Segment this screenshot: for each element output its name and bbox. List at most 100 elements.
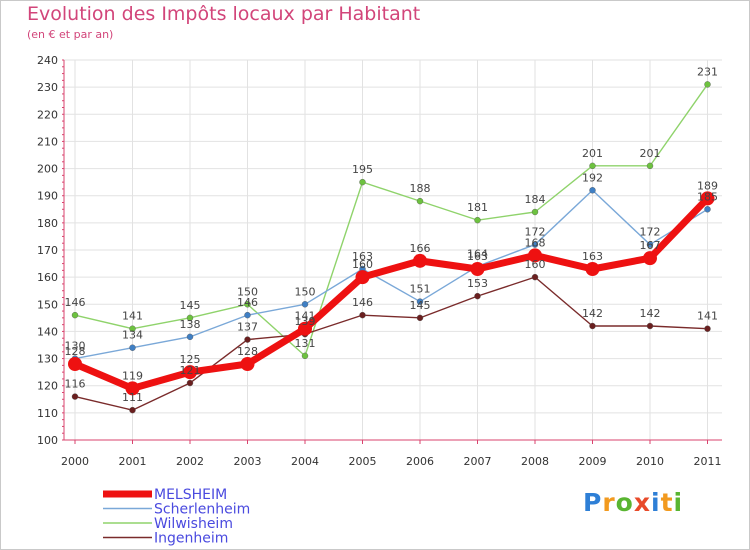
data-point-melsheim [125,381,140,396]
data-point-melsheim [240,357,255,371]
logo-letter: t [660,488,674,517]
data-point-wilwisheim [474,216,481,224]
legend-label-wilwisheim: Wilwisheim [154,516,233,532]
x-tick-label: 2006 [406,455,434,468]
data-label-scherlenheim: 192 [582,171,603,184]
data-label-ingenheim: 142 [582,307,603,320]
y-tick-label: 130 [37,353,58,366]
data-point-ingenheim [416,314,424,322]
data-label-melsheim: 141 [295,310,316,323]
x-tick-label: 2007 [464,455,492,468]
data-label-scherlenheim: 146 [237,296,258,309]
logo-letter: x [633,488,651,517]
logo-letter: o [615,488,634,517]
chart-subtitle: (en € et par an) [27,28,114,41]
data-point-wilwisheim [359,178,366,186]
data-label-melsheim: 160 [352,258,373,271]
data-label-scherlenheim: 134 [122,329,143,342]
y-tick-label: 230 [37,81,58,94]
data-label-melsheim: 163 [467,250,488,263]
data-label-scherlenheim: 150 [295,285,316,298]
data-label-ingenheim: 139 [295,315,316,328]
data-label-wilwisheim: 131 [295,337,316,350]
data-label-melsheim: 125 [180,353,201,366]
data-label-scherlenheim: 164 [467,247,488,260]
data-point-ingenheim [474,292,481,300]
x-tick-label: 2004 [291,455,319,468]
legend-label-melsheim: MELSHEIM [154,487,227,503]
data-point-melsheim [68,357,82,371]
data-point-ingenheim [129,406,136,414]
series-line-scherlenheim [74,189,709,360]
x-tick-label: 2001 [119,455,147,468]
data-label-melsheim: 189 [697,179,718,192]
data-label-wilwisheim: 188 [410,182,431,195]
data-label-wilwisheim: 201 [582,147,603,160]
data-point-wilwisheim [129,325,136,332]
data-label-ingenheim: 160 [525,258,546,271]
data-label-scherlenheim: 130 [65,340,86,353]
chart-title: Evolution des Impôts locaux par Habitant [27,3,421,25]
y-tick-label: 180 [37,217,58,230]
data-label-scherlenheim: 151 [410,283,431,296]
data-label-melsheim: 166 [410,242,431,255]
data-label-scherlenheim: 138 [180,318,201,331]
data-point-wilwisheim [244,301,251,308]
data-label-ingenheim: 141 [697,310,718,323]
data-point-scherlenheim [704,206,711,213]
y-tick-label: 110 [37,407,58,420]
data-point-melsheim [528,248,542,263]
data-point-melsheim [470,262,485,276]
data-point-scherlenheim [244,311,251,319]
y-tick-label: 240 [37,54,58,67]
y-tick-label: 120 [37,380,58,393]
data-label-wilwisheim: 141 [122,310,143,323]
data-label-wilwisheim: 201 [640,147,661,160]
data-point-ingenheim [646,322,654,330]
data-label-ingenheim: 121 [180,364,201,377]
x-tick-label: 2008 [521,455,549,468]
data-label-melsheim: 119 [122,369,143,382]
y-tick-label: 170 [37,244,58,257]
x-tick-label: 2010 [636,455,664,468]
data-label-melsheim: 163 [582,250,603,263]
data-point-ingenheim [244,336,251,343]
data-point-melsheim [585,262,600,276]
data-label-scherlenheim: 185 [697,190,718,203]
logo-letter: i [673,488,684,517]
y-tick-label: 160 [37,271,58,284]
legend-label-scherlenheim: Scherlenheim [154,502,250,518]
data-label-ingenheim: 146 [352,296,373,309]
data-label-ingenheim: 111 [122,391,143,404]
y-tick-label: 220 [37,108,58,121]
legend-label-ingenheim: Ingenheim [154,531,228,547]
series-line-wilwisheim [74,83,709,357]
data-label-melsheim: 167 [640,239,661,252]
data-point-ingenheim [186,379,194,387]
data-label-melsheim: 128 [237,345,258,358]
data-point-wilwisheim [301,352,309,360]
logo-letter: r [602,488,616,517]
data-point-melsheim [183,365,197,380]
data-point-scherlenheim [129,344,136,351]
data-label-scherlenheim: 163 [352,250,373,263]
data-point-scherlenheim [301,301,309,308]
x-tick-label: 2005 [349,455,377,468]
data-point-scherlenheim [589,187,596,194]
x-tick-label: 2000 [61,455,89,468]
data-point-scherlenheim [531,241,539,248]
data-label-ingenheim: 116 [65,378,86,391]
data-point-melsheim [700,191,715,206]
y-tick-label: 150 [37,298,58,311]
y-tick-label: 140 [37,325,58,338]
data-point-wilwisheim [186,314,194,322]
data-point-scherlenheim [186,333,194,341]
data-point-scherlenheim [646,241,654,248]
data-point-ingenheim [531,273,539,281]
data-label-ingenheim: 142 [640,307,661,320]
data-point-wilwisheim [704,81,711,88]
y-tick-label: 210 [37,135,58,148]
logo-letter: P [583,488,603,517]
